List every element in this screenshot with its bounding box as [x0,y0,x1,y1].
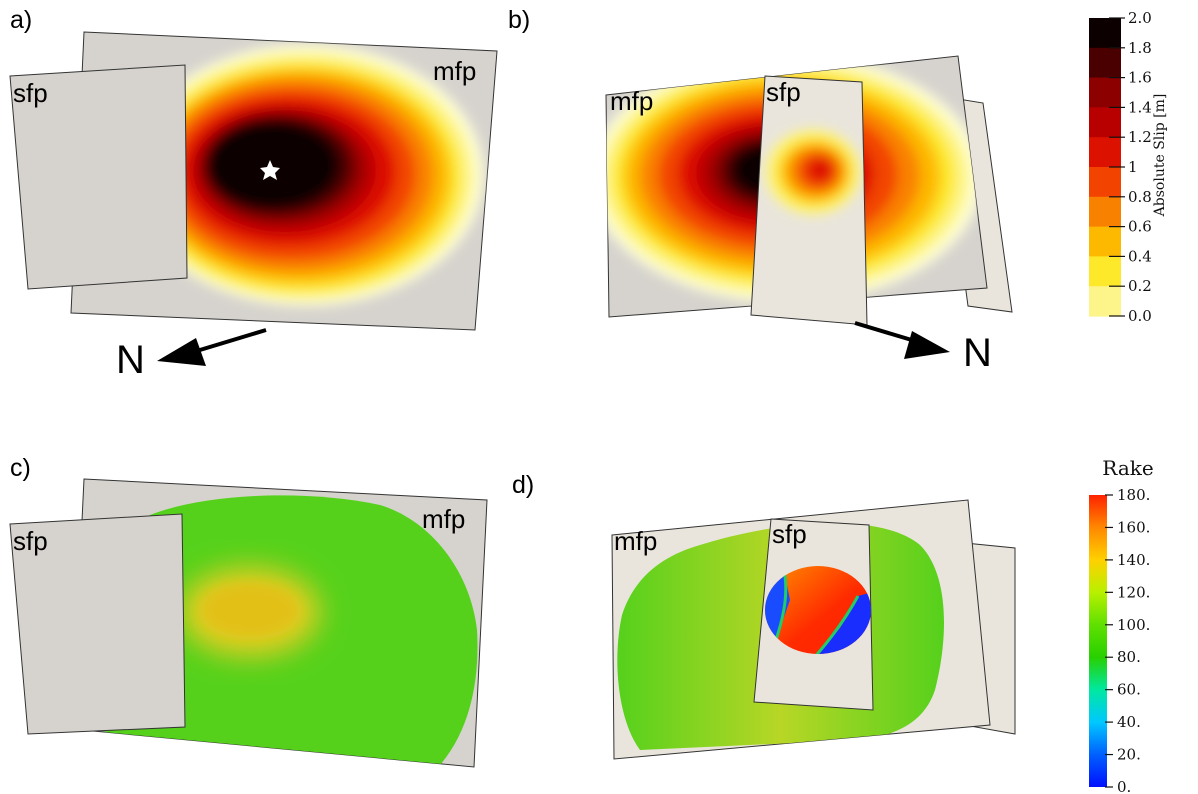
rake-colorbar-tick-label: 20. [1117,746,1141,764]
north-arrow-icon [157,328,267,366]
slip-colorbar-tick-label: 1.4 [1128,98,1152,116]
panel-b-label: b) [508,6,530,34]
hypocenter-star-icon [260,160,280,180]
sfp-label: sfp [766,77,801,107]
slip-colorbar-band [1089,286,1121,317]
rake-colorbar-tick-label: 60. [1117,681,1141,699]
slip-colorbar-tick-label: 0.6 [1128,218,1152,236]
slip-colorbar-tick-label: 2.0 [1128,9,1152,27]
panel-d-label: d) [512,471,534,499]
slip-colorbar-tick-label: 1.6 [1128,69,1152,87]
rake-colorbar-tick-label: 120. [1117,583,1150,601]
panel-a: a) sfp mfp N [9,6,498,382]
rake-colorbar-gradient [1089,495,1107,787]
slip-colorbar-tick-label: 1 [1128,158,1138,176]
slip-colorbar-band [1089,18,1121,49]
secondary-fault-plane [9,513,186,735]
panel-a-label: a) [10,6,32,34]
slip-colorbar-band [1089,137,1121,168]
slip-colorbar-tick-label: 1.2 [1128,128,1152,146]
panel-b: b) [508,6,1013,375]
slip-colorbar-tick-label: 1.8 [1128,39,1152,57]
slip-colorbar-tick-label: 0.4 [1128,247,1152,265]
rake-colorbar: Rake 180. 160. 140. 120. 100. 80. 60. 40. 20. 0. [1089,456,1154,794]
panel-c-label: c) [10,454,31,482]
slip-colorbar-title: Absolute Slip [m] [1152,94,1168,218]
slip-colorbar-tick-label: 0.0 [1128,307,1152,325]
north-arrow-icon [854,321,950,359]
mfp-label: mfp [422,504,465,534]
slip-contours-secondary [765,129,861,215]
rake-colorbar-tick-label: 40. [1117,713,1141,731]
rake-colorbar-tick-label: 80. [1117,648,1141,666]
rake-colorbar-tick-label: 180. [1117,486,1150,504]
slip-colorbar: Absolute Slip [m] 2.0 1.8 1.6 1.4 1.2 1 0.8 0.6… [1089,9,1168,325]
sfp-label: sfp [772,519,807,549]
panel-d: d) mfp sfp [512,471,1016,760]
rake-field-main [97,495,478,765]
slip-contours-main [128,44,484,306]
slip-colorbar-tick-label: 0.8 [1128,188,1152,206]
rake-colorbar-tick-label: 160. [1117,518,1150,536]
north-label: N [963,331,992,375]
slip-colorbar-band [1089,196,1121,228]
slip-colorbar-band [1089,226,1121,257]
rake-colorbar-tick-label: 100. [1117,616,1150,634]
sfp-label: sfp [13,78,48,108]
panel-c: c) sfp mfp [9,454,488,768]
slip-colorbar-band [1089,107,1121,138]
slip-colorbar-band [1089,256,1121,287]
sfp-label: sfp [13,526,48,556]
slip-colorbar-band [1089,77,1121,108]
rake-colorbar-tick-label: 140. [1117,551,1150,569]
secondary-fault-plane [9,64,188,290]
mfp-label: mfp [610,86,653,116]
rake-colorbar-tick-label: 0. [1117,778,1131,794]
slip-colorbar-band [1089,47,1121,79]
north-label: N [116,338,145,382]
mfp-label: mfp [433,56,476,86]
slip-colorbar-tick-label: 0.2 [1128,277,1152,295]
rake-colorbar-title: Rake [1102,456,1153,480]
slip-colorbar-band [1089,167,1121,198]
mfp-label: mfp [614,526,657,556]
